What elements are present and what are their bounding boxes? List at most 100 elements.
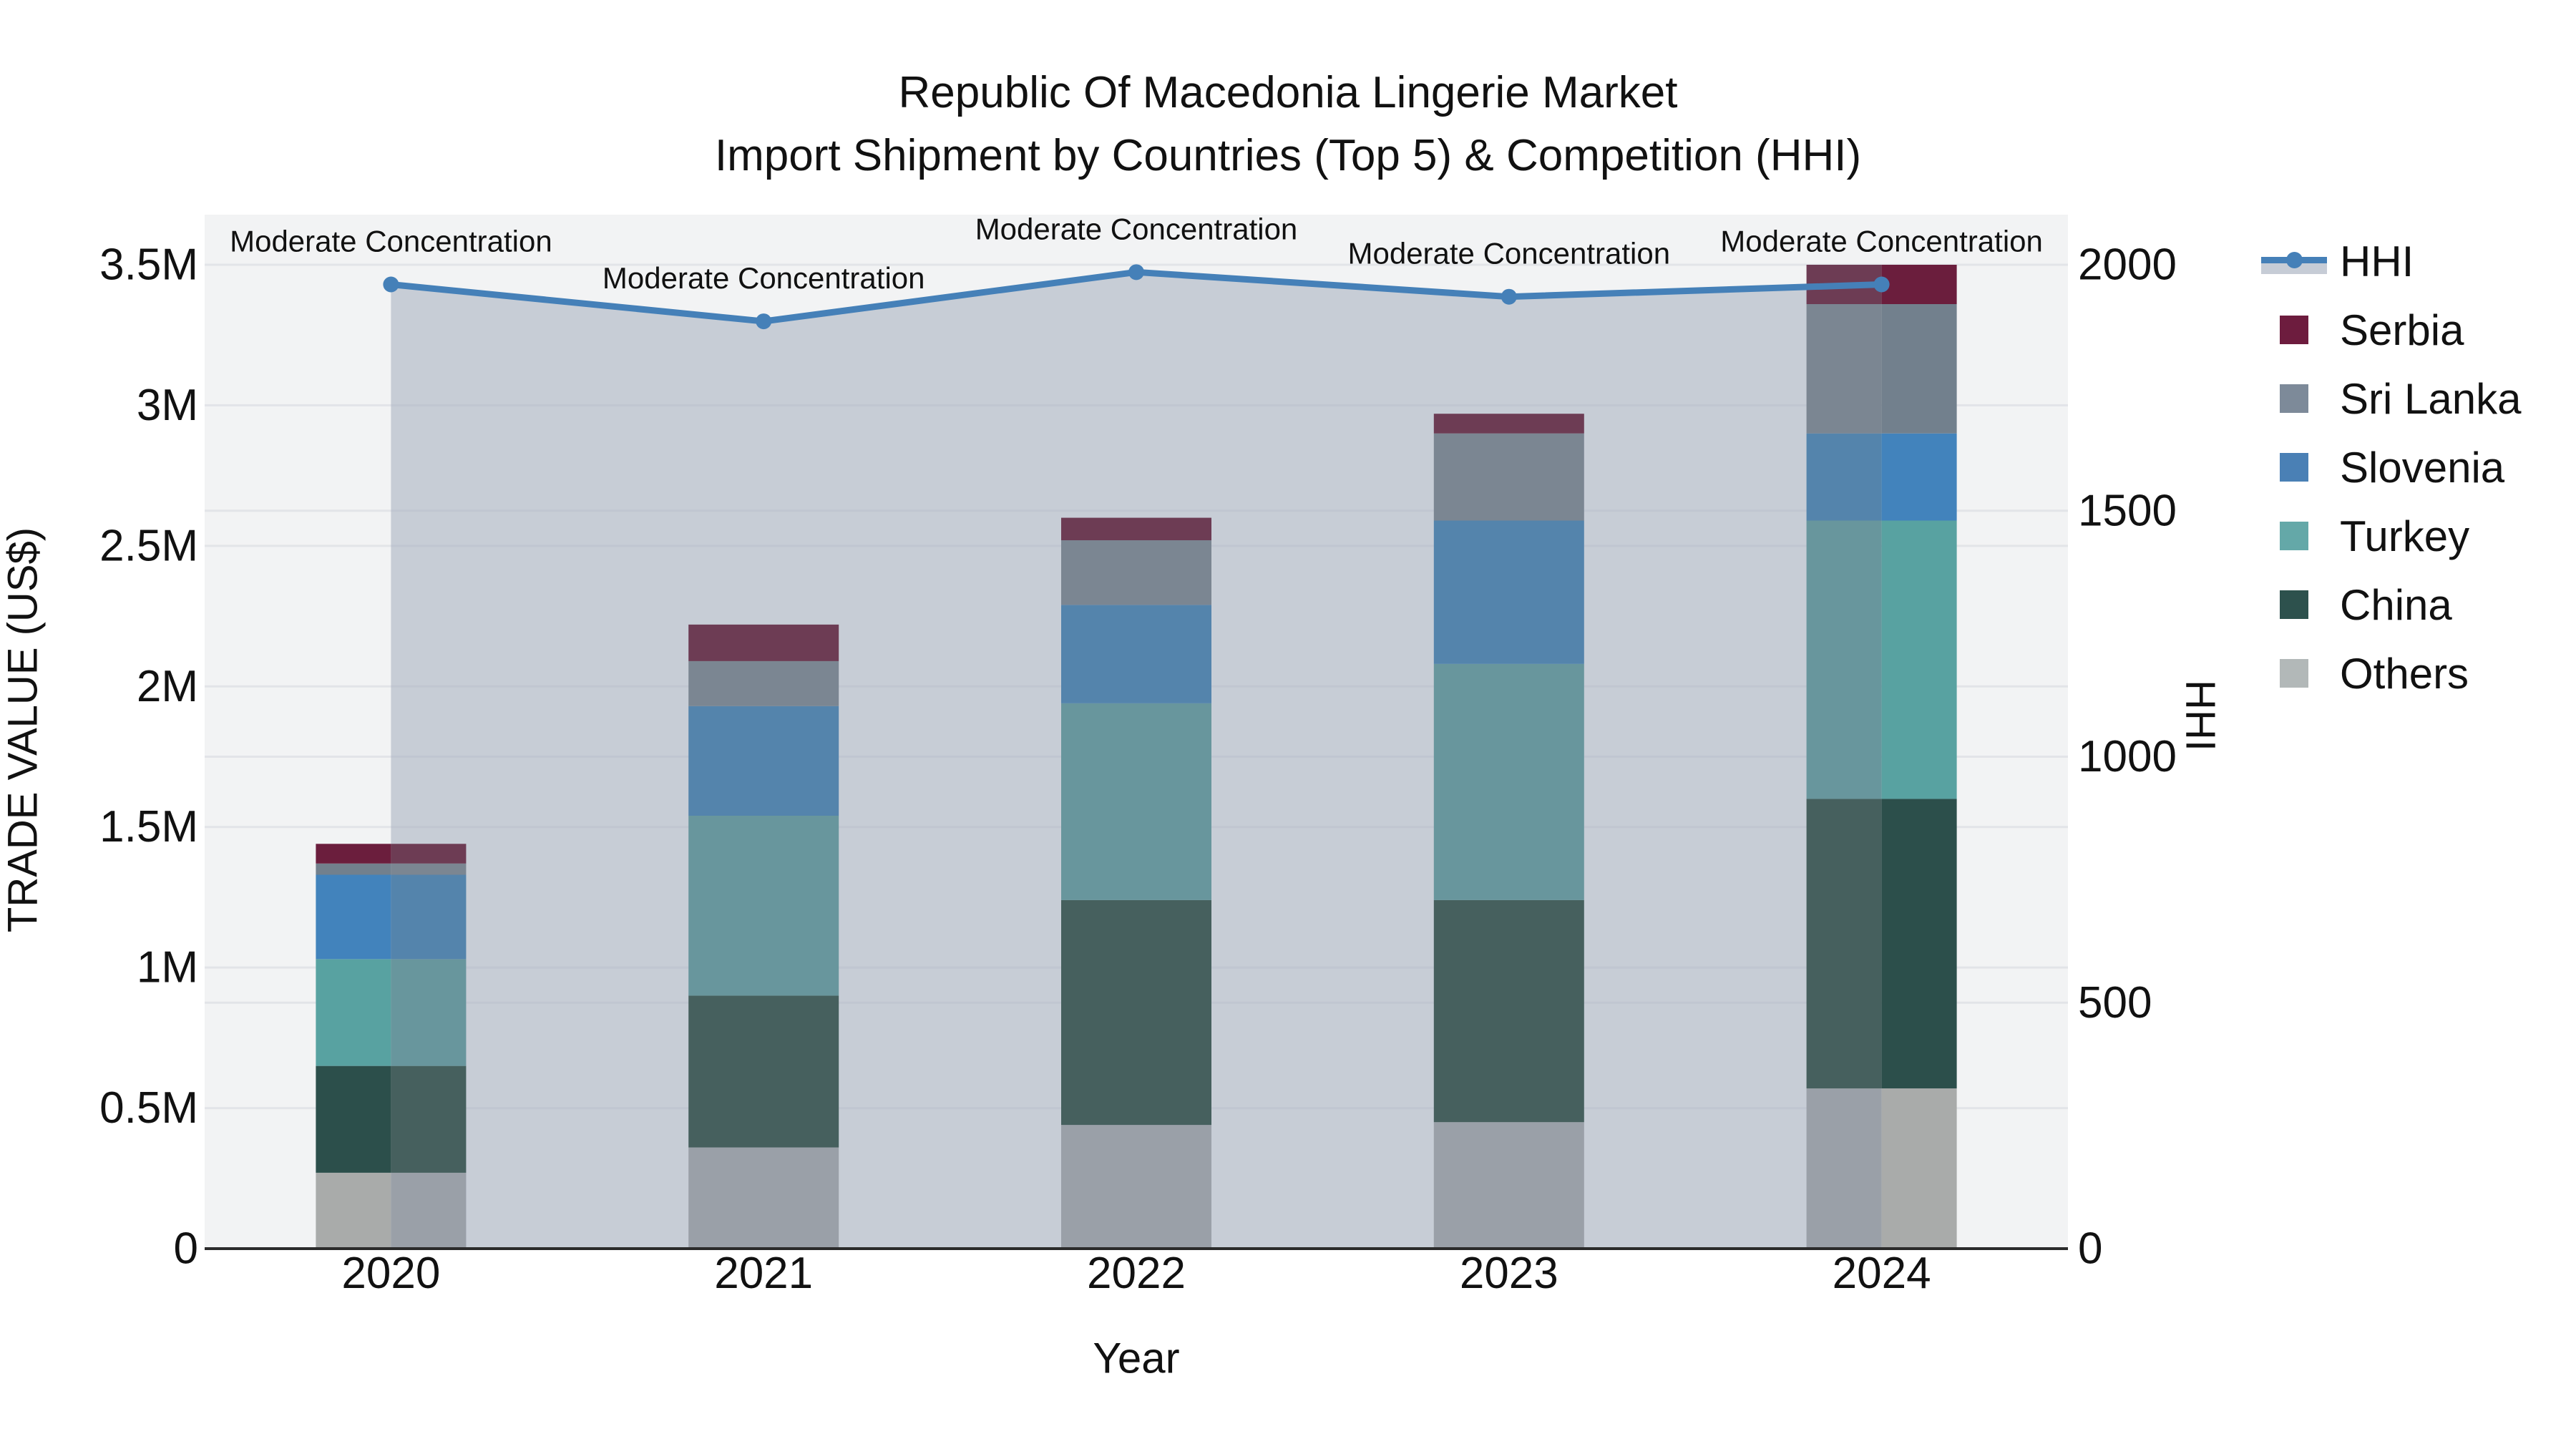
bar-segment	[1433, 433, 1584, 521]
y-left-tick-label: 3M	[137, 381, 198, 430]
bar-segment	[1806, 304, 1882, 434]
bar-segment	[1061, 1125, 1211, 1249]
bar-segment	[1806, 1088, 1882, 1249]
hhi-annotation: Moderate Concentration	[602, 261, 925, 295]
legend-label: Sri Lanka	[2340, 374, 2522, 423]
bar-segment	[1881, 799, 1957, 1089]
y-axis-title-left: TRADE VALUE (US$)	[0, 527, 47, 933]
legend-label: China	[2340, 580, 2452, 629]
bar-segment	[1806, 799, 1882, 1089]
legend-swatch-icon	[2261, 658, 2327, 689]
y-left-tick-label: 1M	[137, 943, 198, 992]
bar-segment	[1433, 663, 1584, 900]
hhi-marker	[383, 276, 399, 293]
bar-segment	[1433, 1122, 1584, 1249]
swatch-sri-lanka	[2280, 384, 2308, 413]
bar-segment	[1806, 520, 1882, 799]
bar-segment	[688, 1147, 839, 1249]
x-tick-label: 2021	[714, 1249, 813, 1298]
hhi-line-icon	[2261, 245, 2327, 277]
bar-segment	[1061, 517, 1211, 540]
swatch-others	[2280, 659, 2308, 688]
bar-segment	[316, 1065, 391, 1173]
bar-segment	[316, 959, 391, 1066]
bar-segment	[1061, 703, 1211, 900]
bar-segment	[391, 959, 467, 1066]
x-tick-label: 2023	[1460, 1249, 1558, 1298]
legend-item-sri-lanka[interactable]: Sri Lanka	[2261, 364, 2521, 433]
hhi-marker-sample	[2286, 252, 2303, 268]
legend-label: Serbia	[2340, 306, 2464, 354]
legend-item-serbia[interactable]: Serbia	[2261, 296, 2521, 364]
legend-label: Slovenia	[2340, 443, 2505, 492]
legend-label: Others	[2340, 649, 2469, 698]
y-right-tick-label: 2000	[2078, 240, 2177, 290]
y-axis-title-right: HHI	[2177, 680, 2224, 751]
swatch-serbia	[2280, 316, 2308, 344]
x-tick-label: 2022	[1087, 1249, 1186, 1298]
bar-segment	[1881, 433, 1957, 521]
bar-segment	[1061, 605, 1211, 703]
bar-segment	[391, 863, 467, 875]
legend-label: Turkey	[2340, 512, 2470, 560]
bar-segment	[1881, 304, 1957, 434]
bar-segment	[688, 816, 839, 996]
x-tick-label: 2024	[1833, 1249, 1931, 1298]
bar-segment	[1433, 520, 1584, 664]
bar-segment	[1433, 899, 1584, 1123]
legend-swatch-icon	[2261, 383, 2327, 414]
y-left-tick-label: 2.5M	[99, 521, 198, 570]
y-left-tick-label: 0	[174, 1224, 198, 1274]
hhi-annotation: Moderate Concentration	[230, 225, 552, 258]
chart-title-line2: Import Shipment by Countries (Top 5) & C…	[714, 131, 1862, 180]
y-right-tick-label: 0	[2078, 1224, 2102, 1274]
bar-segment	[688, 706, 839, 816]
hhi-annotation: Moderate Concentration	[1720, 225, 2043, 258]
legend: HHI Serbia Sri Lanka Slovenia Turkey China Oth…	[2261, 227, 2521, 708]
legend-swatch-icon	[2261, 520, 2327, 552]
hhi-annotation: Moderate Concentration	[975, 212, 1298, 245]
y-left-tick-label: 3.5M	[99, 240, 198, 290]
bar-segment	[1881, 265, 1957, 304]
bar-segment	[1433, 414, 1584, 434]
bar-segment	[688, 995, 839, 1148]
hhi-marker	[1501, 288, 1517, 305]
bar-segment	[1806, 433, 1882, 521]
bar-segment	[688, 624, 839, 661]
legend-item-hhi[interactable]: HHI	[2261, 227, 2521, 296]
hhi-marker	[1128, 264, 1144, 280]
legend-item-turkey[interactable]: Turkey	[2261, 502, 2521, 570]
y-left-tick-label: 1.5M	[99, 802, 198, 852]
y-left-tick-label: 0.5M	[99, 1083, 198, 1133]
bar-segment	[1881, 1088, 1957, 1249]
bar-segment	[391, 1172, 467, 1249]
swatch-china	[2280, 590, 2308, 619]
legend-swatch-icon	[2261, 589, 2327, 620]
bar-segment	[316, 863, 391, 875]
chart-title: Republic Of Macedonia Lingerie Market Im…	[0, 62, 2576, 187]
bar-segment	[391, 1065, 467, 1173]
bar-segment	[391, 844, 467, 864]
y-right-tick-label: 1500	[2078, 486, 2177, 535]
bar-segment	[316, 844, 391, 864]
bar-segment	[688, 660, 839, 706]
bar-segment	[1881, 520, 1957, 799]
y-left-tick-label: 2M	[137, 662, 198, 711]
swatch-slovenia	[2280, 453, 2308, 482]
legend-item-slovenia[interactable]: Slovenia	[2261, 433, 2521, 502]
bar-segment	[1061, 540, 1211, 605]
chart-title-line1: Republic Of Macedonia Lingerie Market	[898, 68, 1678, 117]
bar-segment	[391, 874, 467, 960]
bar-segment	[1061, 899, 1211, 1126]
legend-swatch-icon	[2261, 452, 2327, 483]
legend-label: HHI	[2340, 237, 2414, 286]
x-tick-label: 2020	[341, 1249, 440, 1298]
hhi-marker	[1873, 276, 1890, 293]
bar-segment	[316, 874, 391, 960]
hhi-marker	[756, 313, 772, 330]
x-axis-title: Year	[1093, 1334, 1180, 1382]
legend-item-others[interactable]: Others	[2261, 639, 2521, 708]
legend-item-china[interactable]: China	[2261, 570, 2521, 639]
